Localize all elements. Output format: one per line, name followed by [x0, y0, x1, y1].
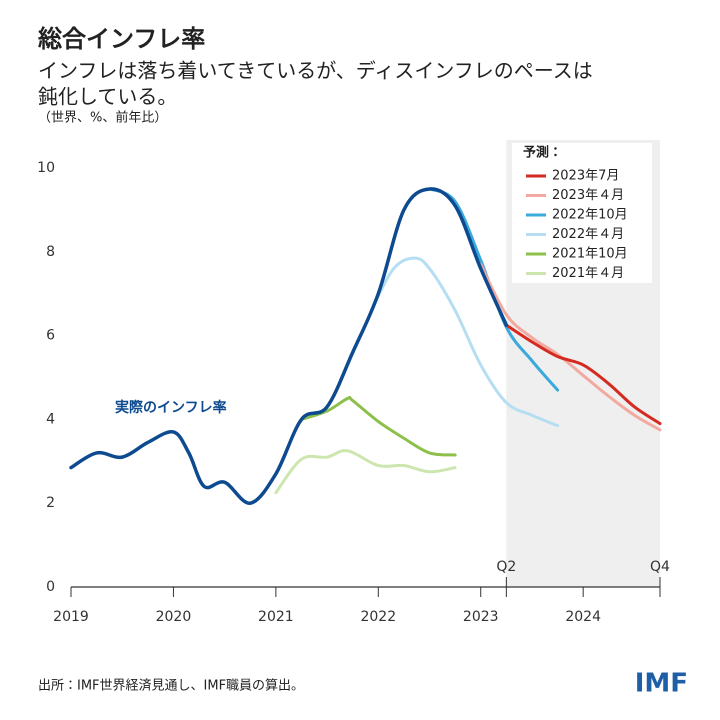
- y-tick-label: 6: [46, 328, 55, 344]
- x-tick-label: 2023: [463, 609, 499, 625]
- x-tick-label: 2020: [156, 609, 192, 625]
- actual-label: 実際のインフレ率: [115, 399, 227, 416]
- series-line: [299, 395, 457, 457]
- series-line: [479, 262, 662, 432]
- x-tick-label: 2019: [53, 609, 89, 625]
- quarter-label: Q2: [496, 559, 516, 575]
- x-tick-label: 2021: [258, 609, 294, 625]
- logo: IMF: [635, 669, 688, 699]
- quarter-label: Q4: [650, 559, 670, 575]
- y-tick-label: 8: [46, 244, 55, 260]
- series-line: [274, 449, 457, 495]
- series-line: [504, 323, 662, 426]
- x-tick-label: 2024: [565, 609, 601, 625]
- y-tick-label: 10: [37, 160, 55, 176]
- series-line: [371, 256, 560, 428]
- legend-title: 予測：: [523, 145, 562, 161]
- series-line: [69, 187, 509, 505]
- units-label: （世界、%、前年比）: [38, 110, 167, 126]
- legend-label: 2022年10月: [552, 208, 628, 223]
- chart-subtitle: 鈍化している。: [38, 85, 177, 109]
- y-tick-label: 0: [46, 579, 55, 595]
- legend-box: [512, 143, 652, 283]
- chart-subtitle: インフレは落ち着いてきているが、ディスインフレのペースは: [38, 59, 593, 83]
- y-tick-label: 2: [46, 495, 55, 511]
- x-tick-label: 2022: [360, 609, 396, 625]
- legend-label: 2021年４月: [552, 266, 624, 281]
- chart-title: 総合インフレ率: [38, 25, 205, 53]
- legend-label: 2021年10月: [552, 247, 628, 262]
- source-note: 出所：IMF世界経済見通し、IMF職員の算出。: [38, 679, 304, 694]
- legend-label: 2023年7月: [552, 169, 619, 184]
- legend-label: 2023年４月: [552, 188, 624, 203]
- y-tick-label: 4: [46, 411, 55, 427]
- legend-label: 2022年４月: [552, 227, 624, 242]
